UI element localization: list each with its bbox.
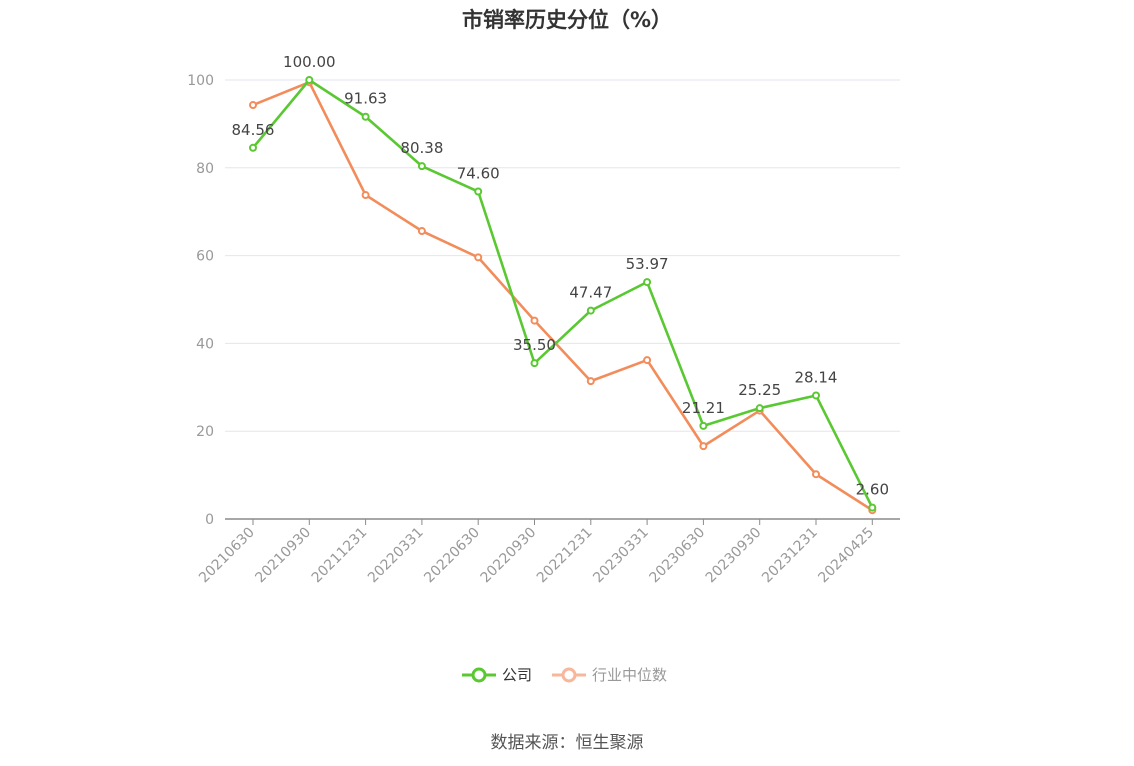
company-data-label: 28.14	[795, 368, 838, 386]
company-point	[643, 278, 652, 287]
y-tick-label: 40	[196, 336, 214, 352]
industry-median-point	[812, 470, 820, 479]
series-lines	[249, 76, 877, 515]
source-note: 数据来源：恒生聚源	[490, 733, 644, 753]
industry-median-point	[249, 101, 257, 110]
company-data-label: 35.50	[513, 336, 556, 354]
legend-swatch-company	[462, 667, 496, 682]
company-point	[812, 391, 820, 400]
industry-median-line	[252, 80, 874, 512]
x-tick-label: 20220630	[421, 525, 483, 587]
y-tick-label: 100	[187, 73, 214, 89]
y-tick-label: 80	[196, 161, 214, 177]
legend-label-company: 公司	[502, 666, 533, 684]
company-line	[251, 78, 874, 509]
company-point	[586, 306, 595, 315]
company-point	[530, 359, 539, 368]
x-tick-label: 20230930	[703, 525, 765, 587]
company-data-label: 2.60	[856, 481, 889, 499]
grid-lines	[225, 79, 900, 432]
company-point	[755, 404, 764, 413]
x-tick-label: 20230331	[590, 525, 652, 587]
legend-item-industry-median[interactable]: 行业中位数	[552, 664, 667, 685]
y-tick-label: 60	[196, 249, 214, 265]
x-tick-label: 20211231	[309, 525, 371, 587]
legend-item-company[interactable]: 公司	[462, 664, 532, 685]
x-tick-label: 20210630	[196, 525, 258, 587]
industry-median-point	[530, 316, 539, 325]
company-data-label: 91.63	[344, 90, 387, 108]
x-tick-label: 20210930	[252, 525, 314, 587]
industry-median-point	[417, 227, 426, 236]
company-data-label: 74.60	[457, 165, 500, 183]
x-tick-label: 20220930	[478, 525, 540, 587]
company-point	[361, 112, 370, 121]
x-tick-label: 20231231	[759, 525, 821, 587]
company-data-label: 100.00	[283, 53, 336, 71]
legend: 公司 行业中位数	[462, 664, 667, 685]
industry-median-point	[361, 191, 370, 200]
legend-label-industry-median: 行业中位数	[592, 666, 668, 684]
company-data-label: 47.47	[569, 284, 612, 302]
company-point	[305, 76, 314, 84]
chart-title: 市销率历史分位（%）	[461, 8, 673, 32]
company-point	[417, 162, 426, 171]
company-point	[474, 187, 483, 196]
data-labels: 84.56 100.00 91.63 80.38 74.60 35.50 47.47 53.9…	[232, 53, 889, 499]
company-data-label: 84.56	[232, 121, 275, 139]
company-data-label: 80.38	[400, 139, 443, 157]
company-data-label: 53.97	[626, 255, 669, 273]
x-tick-label: 20230630	[647, 525, 709, 587]
legend-swatch-industry-median	[552, 667, 587, 682]
y-tick-label: 20	[196, 424, 214, 440]
company-data-label: 21.21	[682, 399, 725, 417]
industry-median-point	[586, 377, 595, 386]
y-tick-label: 0	[205, 512, 214, 528]
company-point	[868, 503, 877, 512]
industry-median-point	[699, 442, 708, 451]
industry-median-point	[474, 253, 483, 262]
company-data-label: 25.25	[738, 381, 781, 399]
x-tick-label: 20240425	[815, 525, 877, 587]
x-tick-label: 20221231	[534, 525, 596, 587]
industry-median-point	[643, 356, 652, 365]
company-point	[249, 143, 257, 152]
company-point	[699, 421, 708, 430]
x-tick-label: 20220331	[365, 525, 427, 587]
